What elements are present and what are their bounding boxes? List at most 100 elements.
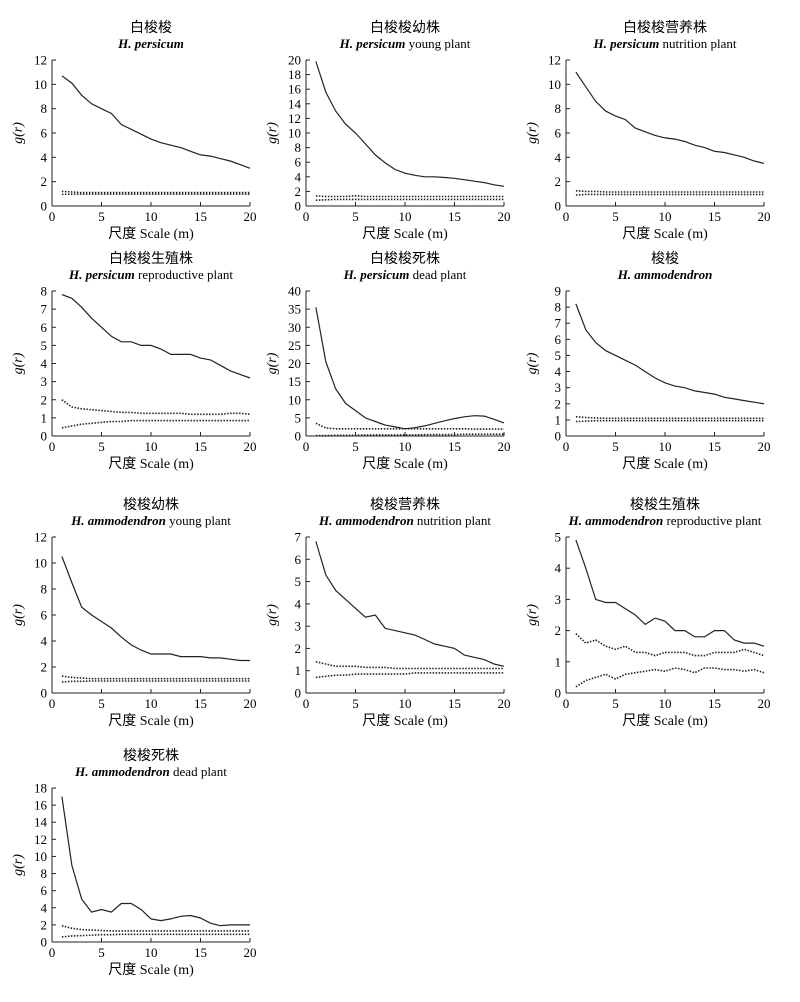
chart-title: 白梭梭死株	[370, 250, 440, 267]
chart-subtitle: H. ammodendron reproductive plant	[568, 513, 762, 528]
x-tick-label: 15	[448, 696, 461, 711]
y-tick-label: 10	[34, 556, 47, 571]
x-tick-label: 5	[98, 439, 105, 454]
chart-title: 白梭梭生殖株	[109, 250, 193, 267]
y-tick-label: 6	[295, 155, 302, 170]
series-line-observed	[315, 541, 505, 667]
x-tick-label: 20	[244, 945, 257, 960]
x-tick-label: 10	[145, 696, 158, 711]
series-line-envelope	[315, 194, 504, 198]
y-tick-label: 4	[41, 634, 48, 649]
y-tick-label: 9	[555, 284, 562, 299]
y-tick-label: 40	[288, 284, 301, 299]
x-tick-label: 20	[758, 209, 771, 224]
y-tick-label: 4	[41, 356, 48, 371]
x-tick-label: 0	[563, 439, 570, 454]
y-axis-label: g(r)	[265, 122, 280, 144]
y-tick-label: 8	[41, 284, 48, 299]
x-tick-label: 0	[49, 696, 56, 711]
x-tick-label: 0	[49, 209, 56, 224]
chart-subtitle-rest: nutrition plant	[414, 513, 492, 528]
x-tick-label: 10	[659, 209, 672, 224]
y-tick-label: 3	[555, 380, 562, 395]
chart-title: 梭梭生殖株	[630, 496, 700, 513]
chart-subtitle-rest: dead plant	[170, 764, 227, 779]
chart-subtitle-rest: dead plant	[409, 267, 466, 282]
series-line-envelope	[61, 675, 250, 680]
y-tick-label: 16	[288, 82, 302, 97]
series-line-observed	[315, 307, 505, 430]
y-tick-label: 1	[555, 412, 562, 427]
y-tick-label: 2	[41, 660, 48, 675]
chart-title: 梭梭幼株	[123, 496, 179, 513]
x-tick-label: 20	[498, 696, 511, 711]
y-tick-label: 2	[555, 623, 562, 638]
series-line-observed	[575, 539, 765, 647]
y-tick-label: 4	[555, 150, 562, 165]
y-tick-label: 2	[41, 917, 48, 932]
x-tick-label: 15	[708, 696, 721, 711]
y-tick-label: 8	[41, 101, 48, 116]
y-tick-label: 0	[41, 686, 48, 701]
y-tick-label: 12	[34, 53, 47, 68]
y-axis-label: g(r)	[11, 854, 26, 876]
series-line-observed	[315, 61, 505, 187]
x-axis-label: 尺度 Scale (m)	[108, 226, 194, 242]
chart-subtitle-species: H. persicum	[117, 36, 184, 51]
y-tick-label: 7	[41, 302, 48, 317]
y-tick-label: 10	[548, 77, 561, 92]
series-line-observed	[61, 294, 251, 379]
y-axis-label: g(r)	[11, 604, 26, 626]
y-tick-label: 2	[555, 396, 562, 411]
series-line-envelope	[61, 190, 250, 194]
y-tick-label: 30	[288, 320, 301, 335]
chart-subtitle-species: H. persicum	[68, 267, 135, 282]
chart-title: 白梭梭幼株	[370, 19, 440, 36]
chart-subtitle-species: H. persicum	[343, 267, 410, 282]
y-tick-label: 10	[288, 392, 301, 407]
y-tick-label: 4	[555, 561, 562, 576]
y-tick-label: 18	[34, 781, 47, 796]
x-tick-label: 20	[244, 696, 257, 711]
series-line-envelope	[315, 433, 504, 437]
chart-subtitle-species: H. ammodendron	[318, 513, 414, 528]
y-tick-label: 4	[295, 596, 302, 611]
y-tick-label: 5	[295, 574, 302, 589]
y-axis-label: g(r)	[265, 604, 280, 626]
y-tick-label: 8	[555, 101, 562, 116]
x-tick-label: 10	[145, 945, 158, 960]
series-line-observed	[575, 71, 765, 164]
x-tick-label: 10	[659, 439, 672, 454]
y-tick-label: 2	[41, 392, 48, 407]
x-tick-label: 0	[303, 696, 310, 711]
x-tick-label: 5	[352, 696, 359, 711]
series-line-observed	[61, 556, 250, 662]
y-tick-label: 35	[288, 302, 301, 317]
y-tick-label: 6	[41, 320, 48, 335]
y-tick-label: 10	[34, 849, 47, 864]
y-tick-label: 25	[288, 338, 301, 353]
x-tick-label: 5	[612, 439, 619, 454]
x-tick-label: 5	[98, 696, 105, 711]
x-tick-label: 10	[145, 439, 158, 454]
y-tick-label: 10	[34, 77, 47, 92]
x-tick-label: 15	[194, 209, 207, 224]
x-tick-label: 15	[448, 439, 461, 454]
series-line-observed	[61, 796, 250, 927]
y-tick-label: 7	[295, 530, 302, 545]
y-tick-label: 2	[295, 641, 302, 656]
x-tick-label: 20	[244, 209, 257, 224]
y-tick-label: 8	[41, 582, 48, 597]
y-tick-label: 18	[288, 67, 301, 82]
chart-title: 白梭梭营养株	[623, 19, 707, 36]
chart-subtitle-rest: young plant	[405, 36, 470, 51]
chart-title: 白梭梭	[130, 19, 172, 36]
x-tick-label: 15	[194, 696, 207, 711]
y-tick-label: 20	[288, 53, 301, 68]
y-tick-label: 0	[555, 686, 562, 701]
series-line-envelope	[575, 193, 764, 196]
